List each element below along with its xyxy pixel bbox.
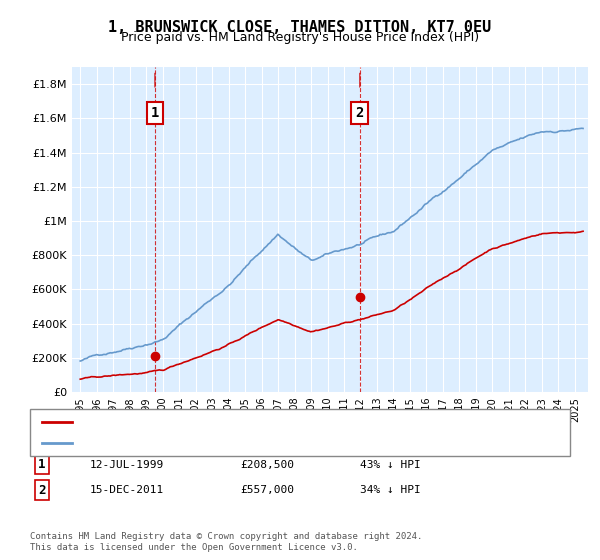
Text: 2: 2 (356, 106, 364, 120)
Text: 15-DEC-2011: 15-DEC-2011 (90, 485, 164, 495)
Text: 1: 1 (38, 458, 46, 472)
Text: 12-JUL-1999: 12-JUL-1999 (90, 460, 164, 470)
Text: Price paid vs. HM Land Registry's House Price Index (HPI): Price paid vs. HM Land Registry's House … (121, 31, 479, 44)
Text: 1, BRUNSWICK CLOSE, THAMES DITTON, KT7 0EU: 1, BRUNSWICK CLOSE, THAMES DITTON, KT7 0… (109, 20, 491, 35)
Text: 34% ↓ HPI: 34% ↓ HPI (360, 485, 421, 495)
Text: £208,500: £208,500 (240, 460, 294, 470)
Text: HPI: Average price, detached house, Elmbridge: HPI: Average price, detached house, Elmb… (78, 438, 359, 448)
Text: 1, BRUNSWICK CLOSE, THAMES DITTON, KT7 0EU (detached house): 1, BRUNSWICK CLOSE, THAMES DITTON, KT7 0… (78, 417, 447, 427)
Text: 2: 2 (38, 483, 46, 497)
Text: Contains HM Land Registry data © Crown copyright and database right 2024.
This d: Contains HM Land Registry data © Crown c… (30, 532, 422, 552)
Text: 1: 1 (151, 106, 159, 120)
Text: £557,000: £557,000 (240, 485, 294, 495)
Text: 43% ↓ HPI: 43% ↓ HPI (360, 460, 421, 470)
